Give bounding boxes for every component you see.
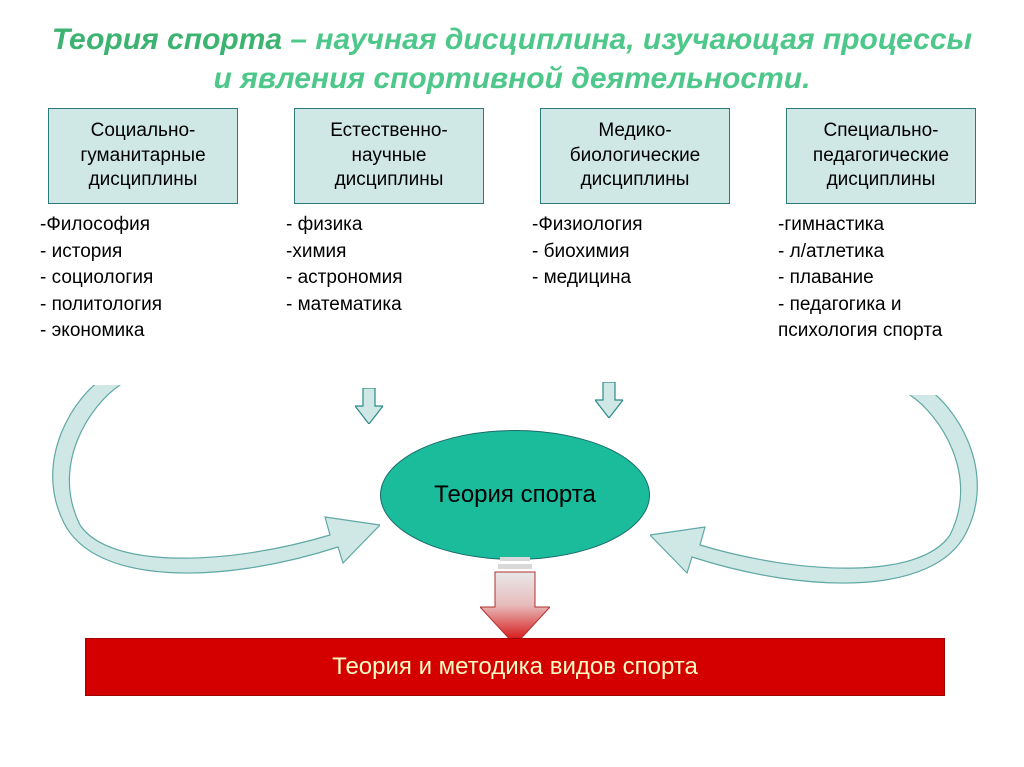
box-special-pedagogy: Специально- педагогические дисциплины: [786, 108, 976, 204]
slide-title: Теория спорта – научная дисциплина, изуч…: [0, 0, 1024, 108]
column-3: Медико- биологические дисциплины -Физиол…: [522, 108, 748, 345]
down-arrow-icon: [595, 382, 623, 418]
bottom-bar: Теория и методика видов спорта: [85, 638, 945, 696]
title-bold: Теория спорта: [52, 23, 282, 56]
curved-arrow-right-icon: [650, 395, 980, 585]
column-4: Специально- педагогические дисциплины -г…: [768, 108, 994, 345]
bottom-bar-label: Теория и методика видов спорта: [332, 653, 698, 681]
list-social-humanities: -Философия - история - социология - поли…: [30, 212, 162, 345]
list-medical-bio: -Физиология - биохимия - медицина: [522, 212, 643, 292]
column-1: Социально- гуманитарные дисциплины -Фило…: [30, 108, 256, 345]
center-oval-theory: Теория спорта: [380, 430, 650, 560]
column-2: Естественно- научные дисциплины - физика…: [276, 108, 502, 345]
oval-label: Теория спорта: [434, 481, 596, 509]
curved-arrow-left-icon: [50, 385, 380, 575]
box-medical-bio: Медико- биологические дисциплины: [540, 108, 730, 204]
list-natural-science: - физика -химия - астрономия - математик…: [276, 212, 403, 318]
big-down-arrow-icon: [480, 555, 550, 640]
title-rest: – научная дисциплина, изучающая процессы…: [214, 23, 973, 95]
box-natural-science: Естественно- научные дисциплины: [294, 108, 484, 204]
list-special-pedagogy: -гимнастика - л/атлетика - плавание - пе…: [768, 212, 942, 345]
box-social-humanities: Социально- гуманитарные дисциплины: [48, 108, 238, 204]
discipline-columns: Социально- гуманитарные дисциплины -Фило…: [0, 108, 1024, 345]
